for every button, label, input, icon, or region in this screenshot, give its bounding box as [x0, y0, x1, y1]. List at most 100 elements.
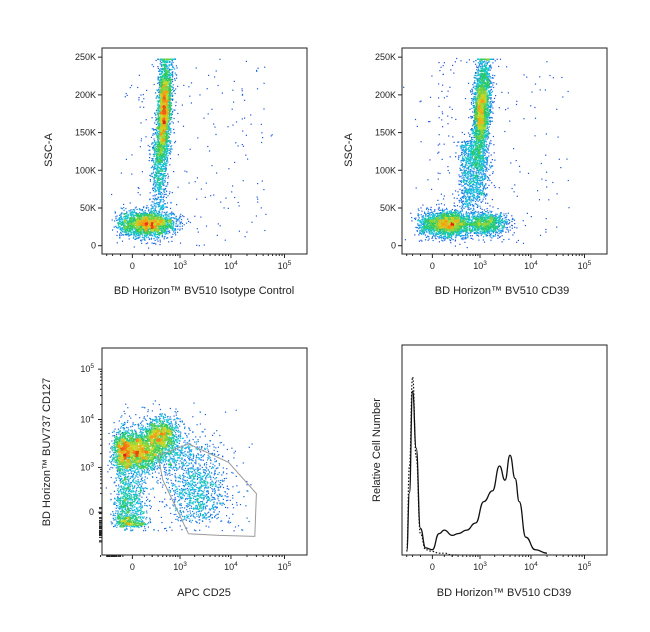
data-point	[146, 212, 148, 215]
data-point	[159, 113, 161, 115]
data-point	[165, 98, 167, 100]
data-point	[164, 103, 166, 105]
data-point	[145, 220, 147, 222]
data-point	[160, 88, 163, 90]
data-point	[159, 60, 161, 62]
data-point	[168, 213, 170, 215]
data-point	[160, 82, 162, 84]
data-point	[167, 110, 169, 112]
data-point	[161, 132, 163, 134]
data-point	[159, 97, 161, 99]
data-point	[168, 105, 170, 107]
data-point	[124, 224, 126, 226]
tick-label: 100K	[75, 165, 96, 175]
data-point	[120, 217, 122, 219]
data-point	[155, 220, 158, 222]
data-point	[165, 93, 167, 95]
data-point	[161, 125, 163, 127]
data-point	[129, 218, 131, 220]
data-point	[140, 226, 143, 229]
data-point	[149, 230, 151, 232]
data-point	[120, 216, 122, 218]
data-point	[158, 111, 160, 113]
data-point	[152, 133, 154, 135]
data-point	[170, 58, 172, 60]
data-point	[159, 110, 161, 112]
data-point	[186, 222, 188, 224]
data-point	[119, 217, 121, 219]
data-point	[160, 96, 163, 98]
data-point	[170, 140, 172, 142]
data-point	[164, 167, 166, 170]
data-point	[123, 231, 125, 233]
data-point	[167, 111, 169, 113]
data-point	[135, 214, 137, 216]
data-point	[165, 114, 167, 116]
data-point	[175, 234, 177, 236]
data-point	[171, 63, 173, 65]
data-point	[141, 242, 143, 244]
data-point	[164, 230, 166, 232]
data-point	[144, 235, 146, 238]
data-point	[123, 229, 125, 231]
data-point	[157, 141, 159, 143]
data-point	[169, 227, 171, 229]
data-point	[168, 110, 171, 113]
data-point	[163, 82, 165, 84]
data-point	[162, 87, 164, 89]
data-point	[163, 78, 165, 80]
data-point	[138, 221, 140, 223]
data-point	[140, 228, 142, 231]
data-point	[165, 94, 167, 96]
data-point	[162, 93, 164, 95]
data-point	[172, 58, 174, 60]
data-point	[160, 137, 162, 139]
data-point	[127, 222, 130, 224]
data-point	[126, 212, 128, 214]
data-point	[159, 228, 161, 230]
data-point	[163, 128, 165, 130]
data-point	[119, 233, 121, 235]
data-point	[161, 92, 163, 94]
data-point	[155, 215, 157, 217]
data-point	[166, 78, 168, 80]
data-point	[159, 125, 161, 127]
data-point	[171, 240, 173, 242]
data-point	[134, 230, 136, 232]
data-point	[142, 229, 144, 231]
data-point	[142, 213, 144, 215]
data-point	[172, 66, 174, 69]
data-point	[159, 93, 161, 96]
data-point	[167, 104, 169, 107]
data-point	[165, 101, 167, 103]
data-point	[160, 138, 162, 140]
data-point	[123, 222, 125, 224]
data-point	[131, 228, 133, 230]
data-point	[146, 231, 149, 233]
data-point	[146, 220, 148, 222]
data-point	[168, 224, 170, 226]
data-point	[138, 218, 141, 220]
data-point	[170, 89, 172, 91]
data-point	[160, 215, 162, 217]
data-point	[155, 120, 157, 122]
data-point	[165, 116, 167, 118]
data-point	[160, 221, 162, 223]
data-point	[173, 109, 175, 111]
data-point	[154, 231, 156, 233]
data-point	[167, 175, 170, 177]
data-point	[162, 149, 164, 152]
data-point	[158, 224, 160, 226]
data-point	[161, 213, 163, 215]
data-point	[155, 109, 158, 111]
data-point	[149, 233, 151, 235]
data-point	[164, 167, 166, 169]
data-point	[167, 83, 169, 85]
data-point	[159, 116, 161, 119]
data-point	[142, 230, 145, 232]
data-point	[171, 117, 173, 119]
data-point	[158, 223, 160, 225]
data-point	[162, 88, 164, 91]
data-point	[165, 125, 167, 127]
data-point	[162, 121, 164, 123]
